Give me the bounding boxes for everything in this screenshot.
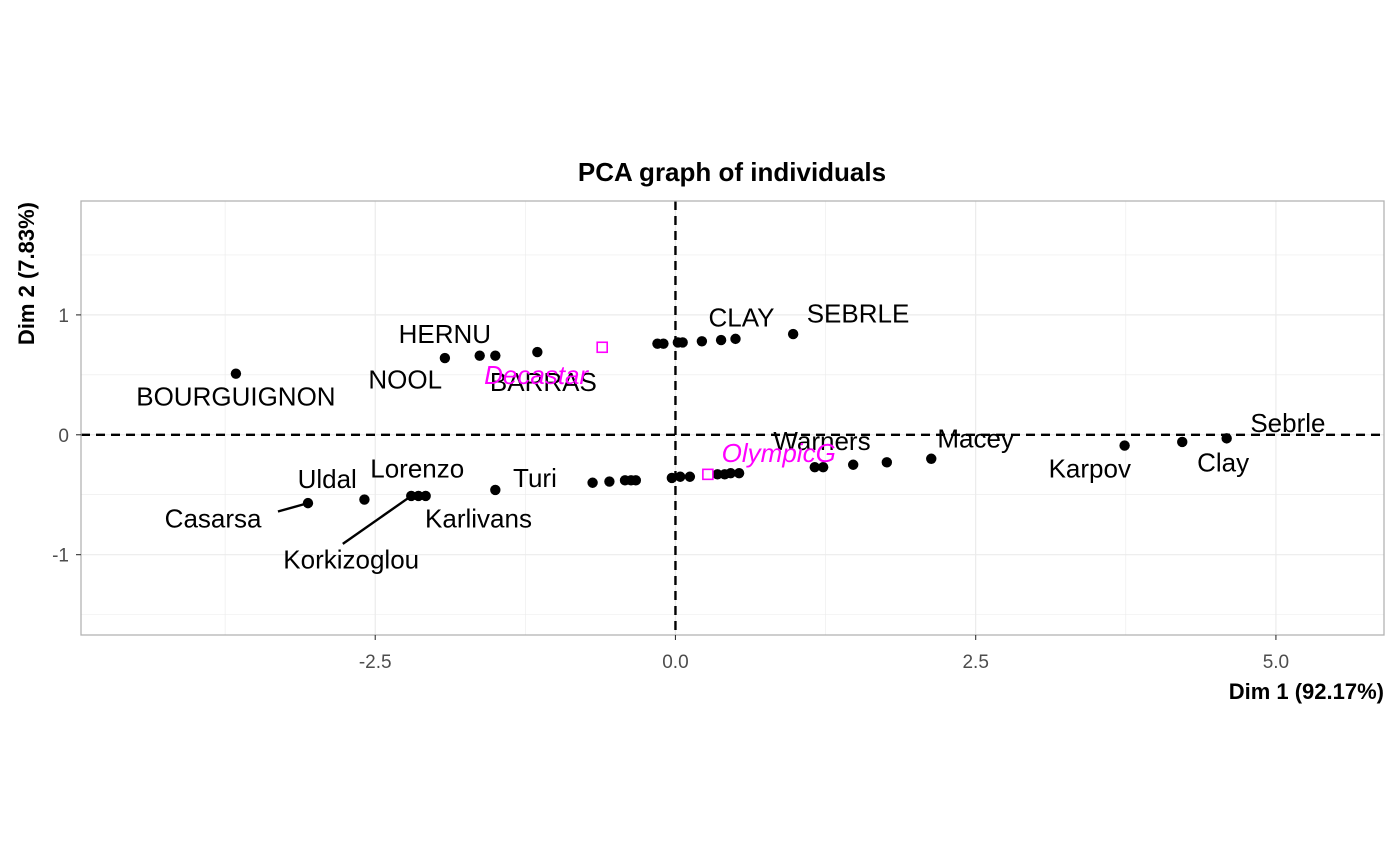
chart-title: PCA graph of individuals	[578, 157, 886, 187]
individual-point	[926, 453, 937, 464]
y-axis-ticks: -1 0 1	[52, 306, 81, 567]
individual-point	[677, 337, 688, 348]
individual-point	[587, 477, 598, 488]
point-label: Korkizoglou	[283, 544, 419, 574]
panel-border	[80, 200, 1385, 636]
individual-point	[302, 497, 314, 509]
supplementary-point	[596, 341, 609, 354]
individual-point	[490, 350, 501, 361]
individual-point	[847, 459, 859, 470]
point-label: Macey	[937, 423, 1014, 453]
point-label: CLAY	[709, 302, 775, 332]
point-label: NOOL	[368, 365, 442, 395]
individual-point	[817, 461, 829, 473]
x-tick-label: 0.0	[662, 652, 688, 673]
individual-points	[230, 328, 1232, 509]
x-axis-ticks: -2.5 0.0 2.5 5.0	[359, 635, 1289, 673]
point-label: Karlivans	[425, 504, 532, 534]
supplementary-label: OlympicG	[722, 438, 836, 468]
x-tick-label: 5.0	[1263, 652, 1289, 673]
individual-point	[413, 490, 424, 502]
individual-point	[1221, 433, 1232, 444]
point-labels: BOURGUIGNON HERNU NOOL BARRAS CLAY SEBRLE Ulda…	[136, 299, 1325, 575]
point-label: Casarsa	[165, 504, 262, 534]
individual-point	[230, 368, 242, 379]
individual-point	[359, 494, 370, 505]
supplementary-points	[596, 341, 714, 481]
supplementary-point	[702, 468, 714, 481]
supplementary-label: Decastar	[484, 360, 589, 390]
point-label: Uldal	[298, 464, 357, 494]
individual-point	[684, 471, 696, 482]
x-axis-title: Dim 1 (92.17%)	[1229, 679, 1384, 704]
individual-point	[439, 352, 451, 364]
individual-point	[809, 461, 820, 473]
y-tick-label: 1	[58, 306, 69, 327]
individual-point	[725, 467, 736, 479]
individual-point	[490, 484, 501, 496]
reference-lines	[81, 201, 1384, 635]
point-label: Warners	[773, 426, 870, 456]
individual-point	[787, 328, 799, 340]
individual-point	[666, 472, 678, 484]
individual-point	[1177, 436, 1188, 448]
individual-point	[1119, 440, 1130, 451]
individual-point	[532, 346, 543, 358]
individual-point	[712, 469, 723, 480]
x-tick-label: -2.5	[359, 652, 392, 673]
point-label: SEBRLE	[807, 299, 910, 329]
individual-point	[604, 476, 615, 487]
point-label: HERNU	[399, 319, 491, 349]
individual-point	[474, 350, 485, 361]
individual-point	[730, 333, 741, 345]
individual-point	[696, 336, 708, 347]
label-connector	[342, 494, 412, 545]
point-label: Lorenzo	[370, 453, 464, 483]
point-label: BOURGUIGNON	[136, 381, 335, 411]
supplementary-labels: Decastar OlympicG	[484, 360, 836, 468]
individual-point	[420, 490, 431, 502]
point-label: Turi	[513, 463, 557, 493]
individual-point	[715, 334, 727, 346]
individual-point	[658, 338, 669, 349]
y-axis-title: Dim 2 (7.83%)	[14, 202, 39, 345]
individual-point	[406, 490, 417, 502]
individual-point	[881, 457, 893, 468]
point-label: Karpov	[1049, 453, 1131, 483]
individual-point	[733, 467, 745, 479]
y-tick-label: -1	[52, 546, 69, 567]
individual-point	[675, 471, 686, 482]
point-label: Sebrle	[1250, 408, 1325, 438]
x-tick-label: 2.5	[962, 652, 988, 673]
y-tick-label: 0	[58, 426, 69, 447]
point-label: BARRAS	[490, 367, 597, 397]
individual-point	[630, 475, 642, 486]
point-label: Clay	[1197, 447, 1249, 477]
